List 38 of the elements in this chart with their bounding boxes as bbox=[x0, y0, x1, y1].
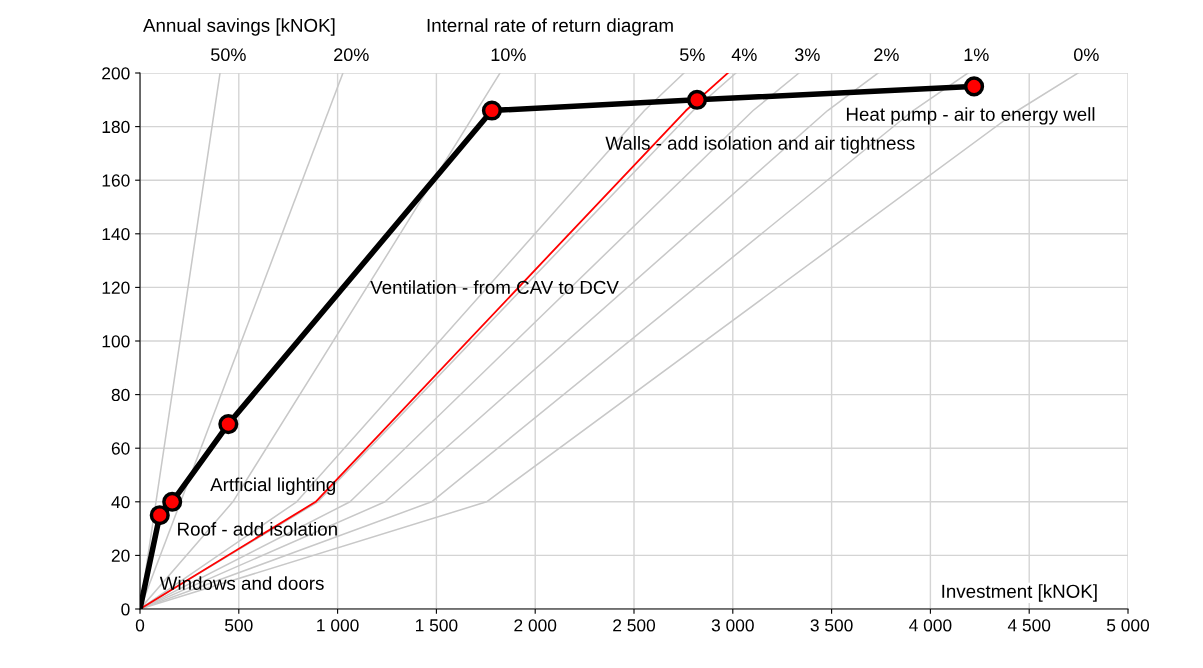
series-label: 20% bbox=[334, 48, 369, 62]
y-tick-label: 140 bbox=[102, 227, 130, 241]
y-tick-label: 60 bbox=[111, 442, 130, 455]
x-tick-label: 2 500 bbox=[613, 619, 656, 632]
series-label: 3% bbox=[794, 48, 820, 62]
x-tick-label: 3 500 bbox=[810, 619, 853, 632]
x-tick-label: 3 000 bbox=[711, 619, 754, 632]
y-tick-label: 40 bbox=[111, 495, 130, 509]
annotation: Heat pump - air to energy well bbox=[846, 107, 1095, 125]
y-tick-label: 180 bbox=[102, 120, 130, 134]
x-tick-label: 2 000 bbox=[514, 619, 557, 632]
annotation: Walls - add isolation and air tightness bbox=[605, 136, 915, 154]
x-tick-label: 1 000 bbox=[317, 619, 359, 632]
annotation: Ventilation - from CAV to DCV bbox=[370, 280, 619, 295]
y-tick-label: 20 bbox=[111, 549, 130, 562]
y-tick-label: 80 bbox=[111, 388, 130, 402]
annotation: Roof - add isolation bbox=[178, 522, 337, 536]
series-label: 50% bbox=[211, 48, 246, 62]
series-label: 4% bbox=[731, 48, 757, 62]
y-axis-title: Annual savings [kNOK] bbox=[143, 18, 335, 36]
x-tick-label: 1 500 bbox=[416, 619, 458, 632]
series-label: 10% bbox=[491, 48, 526, 62]
y-tick-label: 120 bbox=[102, 281, 130, 294]
x-tick-label: 0 bbox=[135, 619, 145, 632]
x-axis-title: Investment [kNOK] bbox=[942, 584, 1097, 602]
chart-title: Internal rate of return diagram bbox=[427, 18, 673, 36]
series-label: 0% bbox=[1074, 48, 1099, 62]
series-label: 2% bbox=[874, 48, 899, 62]
x-tick-label: 5 000 bbox=[1106, 619, 1150, 632]
series-label: 1% bbox=[964, 48, 989, 62]
y-tick-label: 200 bbox=[102, 67, 130, 80]
y-tick-label: 160 bbox=[102, 174, 130, 187]
y-tick-label: 100 bbox=[102, 335, 130, 348]
x-tick-label: 4 000 bbox=[909, 619, 952, 632]
x-tick-label: 500 bbox=[225, 619, 253, 632]
y-tick-label: 0 bbox=[121, 603, 130, 616]
x-tick-label: 4 500 bbox=[1007, 619, 1051, 632]
series-label: 5% bbox=[680, 48, 705, 62]
